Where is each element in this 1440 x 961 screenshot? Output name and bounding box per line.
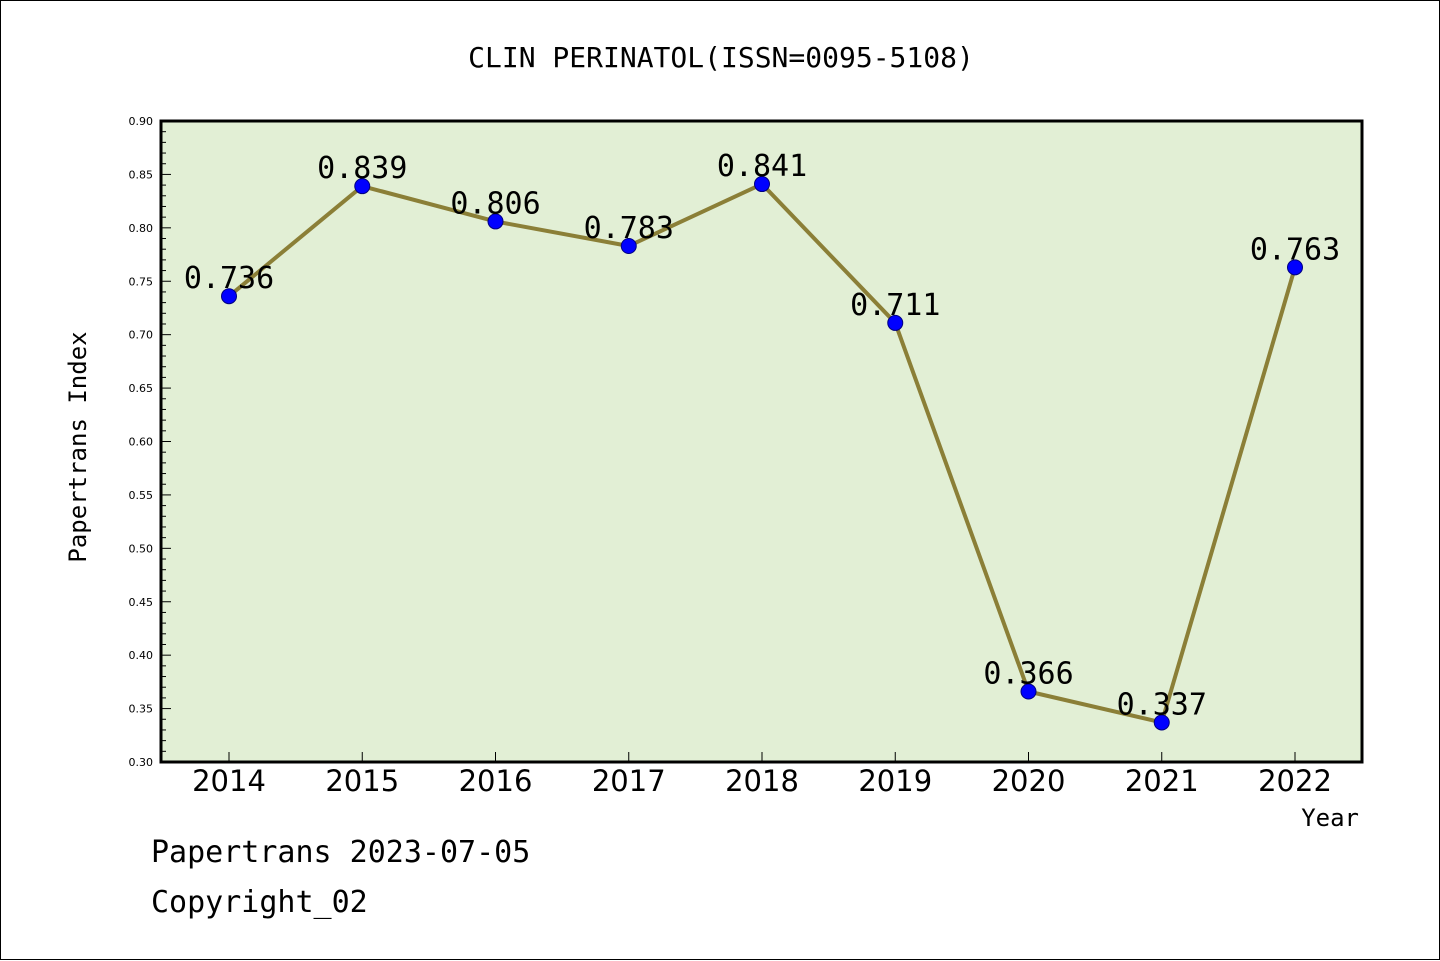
data-point: [620, 237, 637, 254]
data-label: 0.711: [850, 288, 940, 323]
x-tick-label: 2015: [325, 764, 399, 798]
chart-title: CLIN PERINATOL(ISSN=0095-5108): [468, 41, 974, 74]
data-label: 0.736: [184, 261, 274, 296]
data-label: 0.841: [717, 149, 807, 184]
data-point: [754, 176, 770, 193]
plot-area: [159, 119, 1364, 764]
y-tick-label: 0.60: [129, 436, 154, 449]
y-tick-label: 0.80: [129, 222, 154, 235]
data-point: [887, 314, 904, 331]
x-tick-label: 2014: [192, 764, 266, 798]
footer-date: Papertrans 2023-07-05: [151, 835, 531, 870]
data-series: 0.736 0.839 0.806 0.783 0.841 0.711 0.366 0.337…: [184, 149, 1340, 731]
y-tick-label: 0.90: [129, 115, 154, 128]
data-point: [354, 178, 371, 195]
x-tick-label: 2017: [592, 764, 666, 798]
x-tick-label: 2016: [459, 764, 533, 798]
y-tick-label: 0.70: [129, 329, 154, 342]
y-axis-ticks: 0.30 0.35 0.40 0.45 0.50 0.55 0.60 0.65 0.70 0.75…: [129, 115, 171, 769]
y-tick-label: 0.50: [129, 542, 154, 555]
x-tick-label: 2021: [1125, 764, 1199, 798]
y-tick-label: 0.45: [129, 596, 154, 609]
x-tick-label: 2022: [1258, 764, 1332, 798]
x-axis-ticks: 2014 2015 2016 2017 2018 2019 2020 2021 2022: [192, 752, 1332, 798]
data-label: 0.806: [450, 186, 540, 221]
data-label: 0.337: [1117, 687, 1207, 722]
y-tick-label: 0.40: [129, 649, 154, 662]
y-tick-label: 0.55: [129, 489, 154, 502]
x-tick-label: 2020: [992, 764, 1066, 798]
x-axis-label: Year: [1301, 804, 1359, 832]
data-point: [1153, 714, 1170, 731]
data-point: [487, 213, 504, 230]
data-point: [1287, 259, 1303, 276]
footer-copyright: Copyright_02: [151, 885, 368, 920]
data-point: [1020, 683, 1037, 700]
y-tick-label: 0.85: [129, 168, 154, 181]
y-tick-label: 0.35: [129, 703, 154, 716]
data-label: 0.839: [317, 151, 407, 186]
y-tick-label: 0.65: [129, 382, 154, 395]
y-tick-label: 0.30: [129, 756, 154, 769]
data-label: 0.783: [584, 211, 674, 246]
x-tick-label: 2018: [725, 764, 799, 798]
y-tick-label: 0.75: [129, 275, 154, 288]
data-label: 0.366: [983, 656, 1073, 691]
y-axis-label: Papertrans Index: [64, 331, 92, 562]
data-label: 0.763: [1250, 232, 1340, 267]
x-tick-label: 2019: [858, 764, 932, 798]
data-point: [221, 288, 237, 305]
